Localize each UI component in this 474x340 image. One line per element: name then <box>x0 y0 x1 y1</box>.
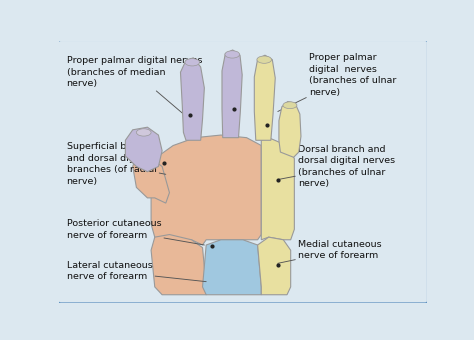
Ellipse shape <box>185 58 200 66</box>
Text: Posterior cutaneous
nerve of forearm: Posterior cutaneous nerve of forearm <box>66 219 204 245</box>
Text: Proper palmar digital nerves
(branches of median
nerve): Proper palmar digital nerves (branches o… <box>66 56 202 119</box>
Text: Medial cutaneous
nerve of forearm: Medial cutaneous nerve of forearm <box>278 240 382 263</box>
Ellipse shape <box>257 56 272 63</box>
Polygon shape <box>133 156 169 203</box>
Polygon shape <box>151 235 206 295</box>
Ellipse shape <box>225 51 240 58</box>
Polygon shape <box>279 102 301 157</box>
Polygon shape <box>261 138 294 240</box>
Polygon shape <box>255 55 275 140</box>
Polygon shape <box>202 240 261 295</box>
Polygon shape <box>151 135 261 245</box>
Text: Dorsal branch and
dorsal digital nerves
(branches of ulnar
nerve): Dorsal branch and dorsal digital nerves … <box>278 145 395 188</box>
FancyBboxPatch shape <box>57 39 428 304</box>
Text: Lateral cutaneous
nerve of forearm: Lateral cutaneous nerve of forearm <box>66 261 206 282</box>
Ellipse shape <box>283 102 297 108</box>
Text: Proper palmar
digital  nerves
(branches of ulnar
nerve): Proper palmar digital nerves (branches o… <box>278 53 396 112</box>
Polygon shape <box>125 127 162 172</box>
Polygon shape <box>181 58 204 140</box>
Text: Superficial branch
and dorsal digital
branches (of radial
nerve): Superficial branch and dorsal digital br… <box>66 142 166 186</box>
Polygon shape <box>258 237 291 295</box>
Polygon shape <box>222 50 242 138</box>
Ellipse shape <box>137 129 151 136</box>
